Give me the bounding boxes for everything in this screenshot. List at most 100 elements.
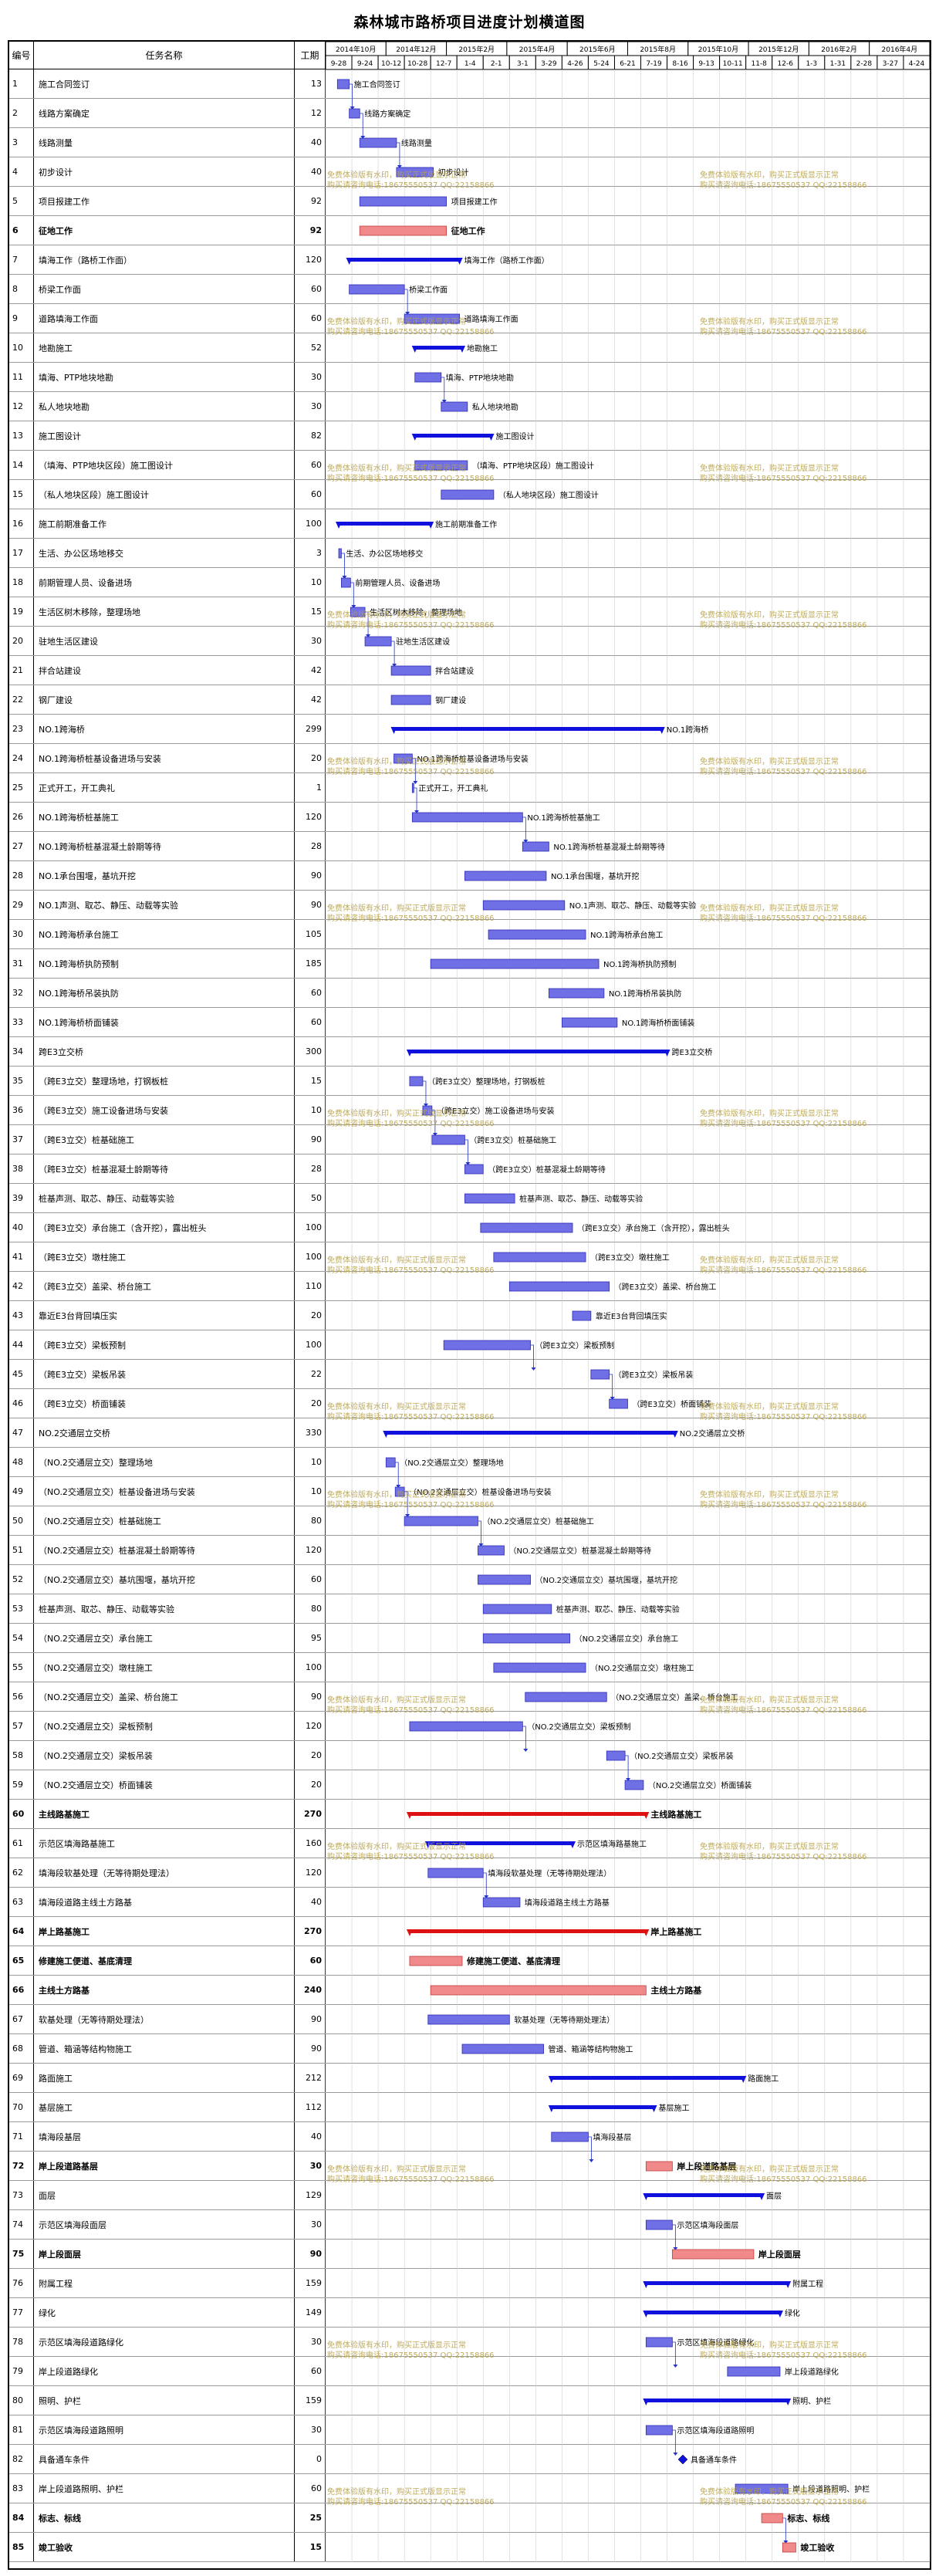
task-duration: 60 [295,1946,326,1975]
task-id: 8 [9,275,34,303]
table-row: 83 岸上段道路照明、护栏 60 [9,2474,930,2503]
task-duration: 40 [295,2122,326,2151]
task-id: 48 [9,1448,34,1476]
task-id: 79 [9,2357,34,2385]
task-id: 66 [9,1976,34,2004]
task-id: 21 [9,656,34,685]
table-row: 61 示范区填海路基施工 160 [9,1829,930,1858]
task-id: 75 [9,2240,34,2268]
task-duration: 95 [295,1624,326,1652]
task-name: 初步设计 [34,157,295,186]
task-duration: 105 [295,920,326,948]
task-id: 9 [9,304,34,333]
table-row: 47 NO.2交通层立交桥 330 [9,1418,930,1448]
task-id: 30 [9,920,34,948]
task-duration: 300 [295,1037,326,1066]
task-id: 14 [9,451,34,479]
table-row: 44 （跨E3立交）梁板预制 100 [9,1330,930,1360]
task-duration: 100 [295,1242,326,1271]
task-id: 10 [9,333,34,362]
task-name: 路面施工 [34,2064,295,2092]
task-name: 项目报建工作 [34,187,295,215]
task-duration: 159 [295,2386,326,2415]
task-duration: 299 [295,715,326,743]
task-name: 前期管理人员、设备进场 [34,568,295,597]
table-row: 56 （NO.2交通层立交）盖梁、桥台施工 90 [9,1682,930,1712]
task-id: 73 [9,2181,34,2209]
task-duration: 90 [295,1682,326,1711]
task-duration: 40 [295,1888,326,1916]
task-name: （填海、PTP地块区段）施工图设计 [34,451,295,479]
task-name: 岸上段道路基层 [34,2152,295,2180]
task-duration: 25 [295,2503,326,2532]
table-row: 48 （NO.2交通层立交）整理场地 10 [9,1448,930,1477]
task-name: 照明、护栏 [34,2386,295,2415]
table-row: 27 NO.1跨海桥桩基混凝土龄期等待 28 [9,832,930,861]
table-row: 52 （NO.2交通层立交）基坑围堰，基坑开挖 60 [9,1565,930,1594]
task-duration: 20 [295,1301,326,1330]
task-id: 13 [9,421,34,450]
task-name: （NO.2交通层立交）整理场地 [34,1448,295,1476]
task-id: 18 [9,568,34,597]
table-row: 7 填海工作（路桥工作面） 120 [9,245,930,275]
task-name: 填海段软基处理（无等待期处理法） [34,1858,295,1887]
task-duration: 112 [295,2093,326,2121]
task-id: 12 [9,392,34,421]
task-duration: 42 [295,656,326,685]
task-id: 32 [9,979,34,1007]
task-duration: 10 [295,568,326,597]
table-row: 39 桩基声测、取芯、静压、动载等实验 50 [9,1184,930,1213]
task-name: （NO.2交通层立交）墩柱施工 [34,1653,295,1682]
table-row: 26 NO.1跨海桥桩基施工 120 [9,803,930,832]
task-duration: 60 [295,2474,326,2503]
task-id: 58 [9,1741,34,1770]
table-row: 62 填海段软基处理（无等待期处理法） 120 [9,1858,930,1888]
task-name: （跨E3立交）桥面铺装 [34,1389,295,1418]
table-row: 35 （跨E3立交）整理场地，打钢板桩 15 [9,1067,930,1096]
task-duration: 50 [295,1184,326,1212]
task-name: 填海工作（路桥工作面） [34,245,295,274]
table-row: 81 示范区填海段道路照明 30 [9,2415,930,2445]
task-id: 85 [9,2533,34,2561]
table-row: 21 拌合站建设 42 [9,656,930,685]
table-row: 50 （NO.2交通层立交）桩基础施工 80 [9,1506,930,1536]
task-id: 65 [9,1946,34,1975]
table-row: 23 NO.1跨海桥 299 [9,715,930,744]
task-duration: 12 [295,99,326,127]
table-row: 65 修建施工便道、基底清理 60 [9,1946,930,1976]
table-row: 78 示范区填海段道路绿化 30 [9,2328,930,2357]
task-duration: 270 [295,1917,326,1946]
task-duration: 82 [295,421,326,450]
task-id: 53 [9,1594,34,1623]
task-duration: 60 [295,275,326,303]
task-duration: 90 [295,2034,326,2063]
task-id: 81 [9,2415,34,2444]
task-duration: 330 [295,1418,326,1447]
table-row: 51 （NO.2交通层立交）桩基混凝土龄期等待 120 [9,1536,930,1565]
task-name: （NO.2交通层立交）盖梁、桥台施工 [34,1682,295,1711]
table-row: 68 管道、箱涵等结构物施工 90 [9,2034,930,2064]
task-name: NO.1跨海桥桩基设备进场与安装 [34,744,295,772]
task-id: 84 [9,2503,34,2532]
task-duration: 90 [295,891,326,919]
task-name: 附属工程 [34,2269,295,2297]
task-id: 46 [9,1389,34,1418]
task-name: 岸上段道路绿化 [34,2357,295,2385]
task-id: 77 [9,2298,34,2327]
task-name: 管道、箱涵等结构物施工 [34,2034,295,2063]
task-duration: 30 [295,392,326,421]
task-name: NO.1跨海桥桥面铺装 [34,1008,295,1036]
table-row: 46 （跨E3立交）桥面铺装 20 [9,1389,930,1418]
task-name: 软基处理（无等待期处理法） [34,2005,295,2033]
task-duration: 212 [295,2064,326,2092]
table-row: 1 施工合同签订 13 [9,69,930,99]
task-id: 31 [9,949,34,978]
table-row: 6 征地工作 92 [9,216,930,245]
task-id: 55 [9,1653,34,1682]
table-row: 31 NO.1跨海桥执防预制 185 [9,949,930,979]
task-name: 岸上段面层 [34,2240,295,2268]
task-id: 11 [9,363,34,391]
task-name: 填海段基层 [34,2122,295,2151]
table-row: 38 （跨E3立交）桩基混凝土龄期等待 28 [9,1154,930,1184]
task-name: 岸上路基施工 [34,1917,295,1946]
